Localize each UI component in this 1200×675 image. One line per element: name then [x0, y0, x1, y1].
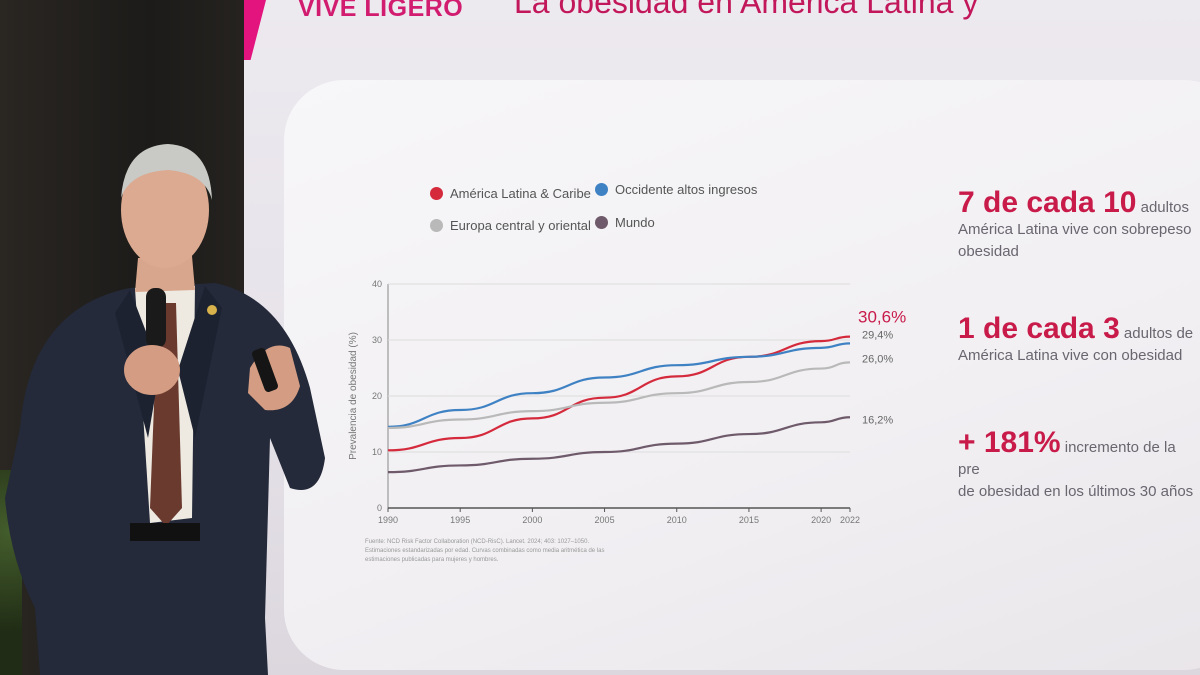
stat-block: + 181% incremento de la pre de obesidad …: [958, 428, 1200, 503]
x-tick-label: 2005: [595, 515, 615, 525]
x-tick-label: 2022: [840, 515, 860, 525]
obesity-line-chart: 0 10 20 30 40 1990 1995 2000 2005 2010 2015 2020 202…: [348, 279, 906, 525]
series-end-label: 29,4%: [862, 329, 893, 341]
x-tick-label: 2020: [811, 515, 831, 525]
x-tick-label: 2000: [522, 515, 542, 525]
stat-line: obesidad: [958, 243, 1019, 260]
series-line: [387, 361, 851, 430]
x-tick-label: 2015: [739, 515, 759, 525]
brand-logo-text: VIVE LIGERO: [298, 0, 464, 22]
series-end-label: 30,6%: [858, 308, 906, 327]
chart-source-note: Fuente: NCD Risk Factor Collaboration (N…: [365, 539, 605, 563]
series-end-label: 16,2%: [862, 414, 893, 426]
x-tick-label: 1995: [450, 515, 470, 525]
stat-line: América Latina vive con obesidad: [958, 347, 1183, 364]
stat-big-number: + 181%: [958, 426, 1061, 459]
x-tick-label: 1990: [378, 515, 398, 525]
legend-item: América Latina & Caribe: [430, 186, 591, 201]
y-axis-label: Prevalencia de obesidad (%): [348, 332, 359, 460]
stat-block: 7 de cada 10 adultos América Latina vive…: [958, 188, 1192, 263]
stat-line: de obesidad en los últimos 30 años: [958, 483, 1194, 500]
legend-item: Mundo: [595, 215, 655, 230]
stat-big-number: 7 de cada 10: [958, 186, 1137, 219]
series-line: [387, 335, 851, 452]
stat-line: América Latina vive con sobrepeso: [958, 221, 1192, 238]
legend-label: Occidente altos ingresos: [615, 182, 758, 197]
stat-text: adultos de: [1119, 325, 1194, 342]
stat-big-number: 1 de cada 3: [958, 312, 1120, 345]
stat-text: incremento de la pre: [958, 439, 1176, 478]
legend-dot: [430, 187, 443, 200]
legend-dot: [595, 216, 608, 229]
legend-dot: [430, 219, 443, 232]
stat-block: 1 de cada 3 adultos de América Latina vi…: [958, 314, 1194, 367]
legend-item: Europa central y oriental: [430, 218, 591, 233]
x-tick-label: 2010: [667, 515, 687, 525]
series-line: [387, 342, 851, 428]
series-end-label: 26,0%: [862, 353, 893, 365]
y-tick-label: 40: [372, 279, 382, 289]
content-card: [284, 80, 1200, 670]
slide-title: La obesidad en América Latina y: [514, 0, 979, 20]
y-tick-label: 20: [372, 391, 382, 401]
legend-dot: [595, 183, 608, 196]
brand-accent-shape: [244, 0, 266, 60]
legend-label: Europa central y oriental: [450, 218, 591, 233]
y-tick-label: 10: [372, 447, 382, 457]
speaker-person: [5, 144, 325, 675]
legend-label: América Latina & Caribe: [450, 186, 591, 201]
legend-item: Occidente altos ingresos: [595, 182, 757, 197]
y-tick-label: 30: [372, 335, 382, 345]
projection-screen: VIVE LIGERO La obesidad en América Latin…: [244, 0, 1200, 675]
series-line: [387, 416, 851, 474]
stat-text: adultos: [1136, 199, 1189, 216]
legend-label: Mundo: [615, 215, 655, 230]
y-tick-label: 0: [377, 503, 382, 513]
